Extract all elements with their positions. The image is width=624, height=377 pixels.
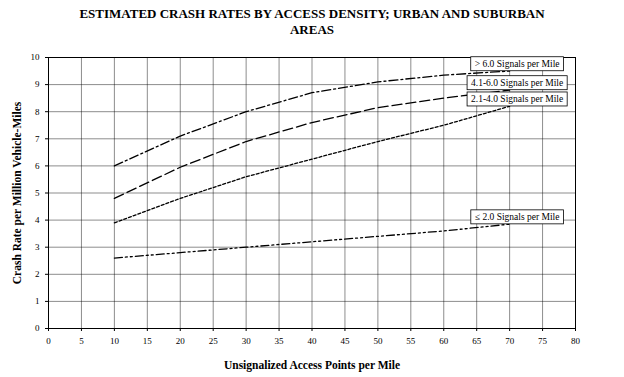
svg-text:9: 9 — [35, 79, 40, 89]
svg-text:25: 25 — [209, 336, 219, 346]
svg-text:4: 4 — [35, 215, 40, 225]
svg-text:10: 10 — [110, 336, 120, 346]
svg-text:4.1-6.0 Signals per Mile: 4.1-6.0 Signals per Mile — [471, 78, 563, 88]
svg-text:0: 0 — [46, 336, 51, 346]
svg-text:8: 8 — [35, 107, 40, 117]
svg-text:7: 7 — [35, 134, 40, 144]
svg-text:40: 40 — [308, 336, 318, 346]
svg-text:10: 10 — [31, 52, 41, 62]
svg-text:5: 5 — [79, 336, 84, 346]
svg-text:20: 20 — [176, 336, 186, 346]
svg-text:2: 2 — [35, 269, 40, 279]
html-text:ESTIMATED CRASH RATES BY ACCES: ESTIMATED CRASH RATES BY ACCESS DENSITY;… — [79, 6, 545, 37]
svg-text:75: 75 — [538, 336, 548, 346]
svg-text:80: 80 — [571, 336, 581, 346]
svg-text:0: 0 — [35, 323, 40, 333]
svg-text:35: 35 — [275, 336, 285, 346]
svg-text:65: 65 — [472, 336, 482, 346]
svg-text:2.1-4.0 Signals per Mile: 2.1-4.0 Signals per Mile — [471, 94, 563, 104]
svg-text:15: 15 — [143, 336, 153, 346]
svg-text:30: 30 — [242, 336, 252, 346]
svg-text:70: 70 — [505, 336, 515, 346]
svg-text:60: 60 — [439, 336, 449, 346]
svg-text:5: 5 — [35, 188, 40, 198]
svg-text:55: 55 — [406, 336, 416, 346]
svg-text:1: 1 — [35, 296, 40, 306]
svg-text:50: 50 — [373, 336, 383, 346]
svg-text:Unsignalized Access Points per: Unsignalized Access Points per Mile — [224, 359, 400, 372]
svg-text:Crash Rate per Million Vehicle: Crash Rate per Million Vehicle-Miles — [11, 101, 24, 284]
svg-text:> 6.0 Signals per Mile: > 6.0 Signals per Mile — [475, 59, 560, 69]
svg-text:3: 3 — [35, 242, 40, 252]
svg-text:≤ 2.0 Signals per Mile: ≤ 2.0 Signals per Mile — [475, 212, 560, 222]
svg-text:6: 6 — [35, 161, 40, 171]
svg-text:45: 45 — [340, 336, 350, 346]
